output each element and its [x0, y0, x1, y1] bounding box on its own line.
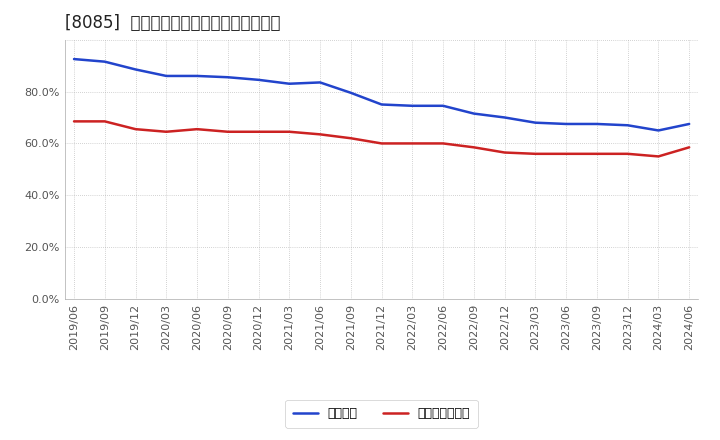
固定長期適合率	[254, 129, 263, 134]
固定長期適合率	[131, 127, 140, 132]
Line: 固定比率: 固定比率	[74, 59, 689, 130]
固定長期適合率	[408, 141, 417, 146]
Text: [8085]  固定比率、固定長期適合率の推移: [8085] 固定比率、固定長期適合率の推移	[65, 15, 280, 33]
固定長期適合率	[346, 136, 355, 141]
固定長期適合率	[562, 151, 570, 157]
固定長期適合率	[285, 129, 294, 134]
固定長期適合率	[685, 145, 693, 150]
固定比率	[500, 115, 509, 120]
固定長期適合率	[223, 129, 232, 134]
固定比率	[469, 111, 478, 116]
固定長期適合率	[624, 151, 632, 157]
固定長期適合率	[316, 132, 325, 137]
固定比率	[408, 103, 417, 108]
固定比率	[223, 75, 232, 80]
固定長期適合率	[469, 145, 478, 150]
固定比率	[316, 80, 325, 85]
固定長期適合率	[654, 154, 662, 159]
固定長期適合率	[193, 127, 202, 132]
固定長期適合率	[438, 141, 447, 146]
固定長期適合率	[162, 129, 171, 134]
固定比率	[531, 120, 540, 125]
固定比率	[346, 90, 355, 95]
固定比率	[562, 121, 570, 127]
固定比率	[624, 123, 632, 128]
固定比率	[254, 77, 263, 82]
固定比率	[70, 56, 78, 62]
固定長期適合率	[593, 151, 601, 157]
固定比率	[193, 73, 202, 79]
固定比率	[377, 102, 386, 107]
固定比率	[285, 81, 294, 86]
固定長期適合率	[101, 119, 109, 124]
固定長期適合率	[531, 151, 540, 157]
Line: 固定長期適合率: 固定長期適合率	[74, 121, 689, 156]
固定比率	[101, 59, 109, 64]
固定長期適合率	[500, 150, 509, 155]
固定比率	[654, 128, 662, 133]
Legend: 固定比率, 固定長期適合率: 固定比率, 固定長期適合率	[285, 400, 478, 428]
固定比率	[685, 121, 693, 127]
固定比率	[162, 73, 171, 79]
固定長期適合率	[377, 141, 386, 146]
固定長期適合率	[70, 119, 78, 124]
固定比率	[593, 121, 601, 127]
固定比率	[131, 67, 140, 72]
固定比率	[438, 103, 447, 108]
